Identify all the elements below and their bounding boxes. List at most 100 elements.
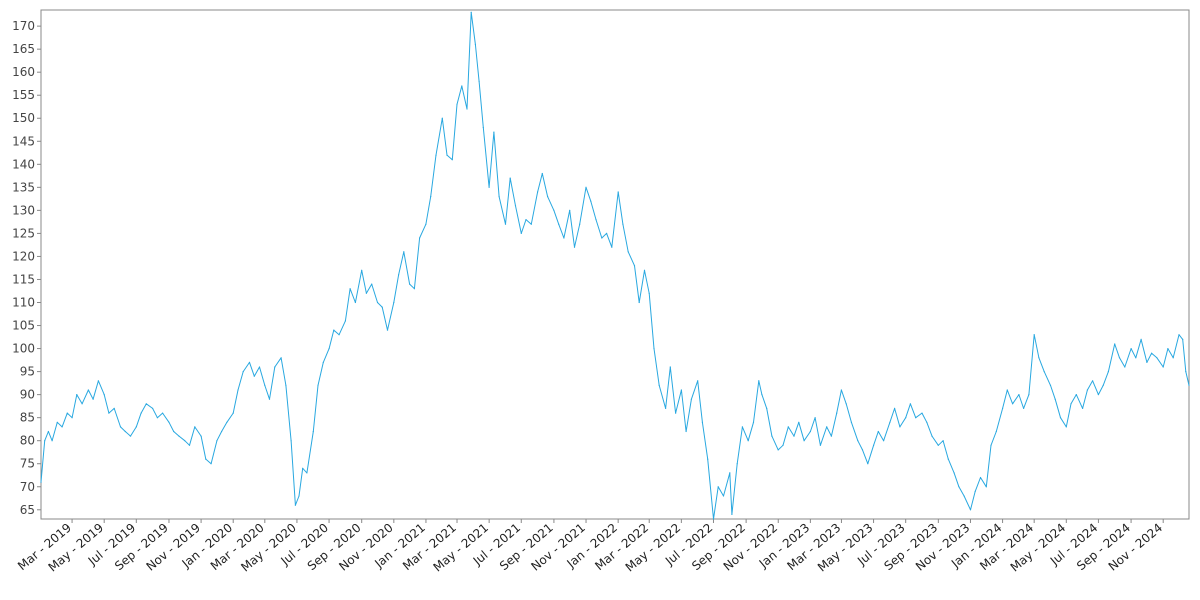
data-point (969, 509, 972, 511)
data-point (135, 426, 137, 428)
data-point (1082, 407, 1084, 409)
data-point (752, 421, 755, 423)
series-0 (40, 11, 1190, 520)
data-point (425, 223, 427, 225)
data-point (184, 440, 186, 442)
data-point (537, 191, 539, 193)
data-point (787, 426, 789, 428)
data-point (216, 440, 218, 442)
data-point (617, 191, 619, 193)
data-point (61, 426, 63, 428)
data-point (937, 444, 939, 446)
data-point (248, 361, 251, 363)
y-tick-label: 65 (20, 503, 35, 517)
data-point (814, 417, 816, 419)
plot-frame (40, 9, 1190, 520)
data-point (590, 200, 592, 202)
y-tick-label: 115 (12, 272, 35, 286)
data-point (712, 518, 715, 520)
data-point (1114, 343, 1116, 345)
data-point (845, 403, 847, 405)
data-point (830, 435, 833, 437)
data-point (482, 126, 484, 129)
data-point (285, 384, 287, 386)
data-point (162, 412, 164, 414)
data-point (419, 237, 421, 239)
data-point (290, 440, 292, 442)
data-point (1075, 394, 1077, 396)
data-point (680, 389, 683, 391)
data-point (883, 440, 885, 442)
data-point (232, 412, 234, 414)
data-point (488, 186, 490, 188)
y-tick-label: 135 (12, 180, 35, 194)
data-point (328, 348, 330, 350)
data-point (648, 292, 650, 294)
data-point (398, 274, 400, 276)
data-point (520, 232, 522, 234)
data-point (857, 440, 859, 442)
data-point (349, 288, 351, 290)
data-point (446, 154, 448, 156)
data-point (747, 440, 749, 442)
data-point (685, 430, 687, 433)
data-point (470, 11, 472, 13)
data-point (798, 421, 800, 423)
data-point (963, 495, 965, 497)
y-tick-label: 70 (20, 480, 35, 494)
data-point (268, 398, 271, 400)
data-point (205, 458, 207, 460)
data-point (761, 394, 763, 396)
data-point (627, 251, 629, 253)
data-point (525, 219, 527, 221)
data-point (1028, 394, 1030, 396)
y-tick-label: 85 (20, 411, 35, 425)
data-point (56, 421, 58, 423)
y-tick-label: 160 (12, 65, 35, 79)
data-point (690, 398, 693, 400)
data-point (995, 430, 997, 433)
data-point (633, 265, 636, 267)
data-point (653, 348, 655, 350)
data-point (665, 407, 667, 409)
data-point (393, 301, 395, 304)
data-point (877, 430, 879, 433)
y-tick-label: 165 (12, 42, 35, 56)
data-point (840, 389, 843, 391)
data-point (530, 223, 532, 225)
data-point (194, 426, 196, 428)
y-tick-label: 155 (12, 88, 35, 102)
y-tick-label: 130 (12, 203, 35, 217)
data-point (758, 380, 760, 382)
data-point (547, 196, 549, 198)
data-point (894, 407, 896, 409)
data-point (979, 476, 982, 479)
data-point (103, 394, 105, 396)
y-tick-label: 145 (12, 134, 35, 148)
data-point (1049, 384, 1052, 386)
data-point (873, 444, 875, 446)
data-point (638, 301, 640, 304)
y-tick-label: 150 (12, 111, 35, 125)
data-point (108, 412, 110, 414)
data-point (253, 375, 255, 377)
data-point (226, 421, 228, 423)
data-point (365, 292, 367, 294)
data-point (809, 430, 812, 433)
data-point (430, 196, 432, 198)
data-point (889, 421, 891, 423)
data-point (81, 403, 83, 405)
data-point (173, 430, 175, 433)
data-point (264, 384, 266, 386)
data-point (312, 430, 314, 433)
data-point (478, 80, 480, 82)
data-point (1151, 352, 1153, 354)
data-point (129, 435, 132, 437)
data-point (1086, 389, 1088, 391)
data-point (302, 467, 304, 469)
data-point (322, 361, 324, 363)
data-point (1043, 371, 1045, 373)
data-point (51, 440, 53, 442)
data-point (701, 421, 704, 423)
